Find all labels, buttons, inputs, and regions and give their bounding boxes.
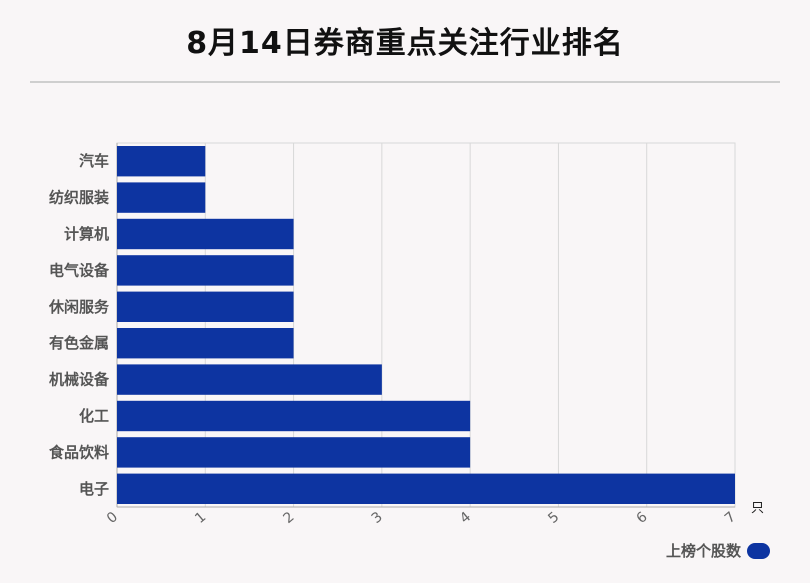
category-label: 纺织服装 xyxy=(49,189,110,207)
x-tick-label: 7 xyxy=(722,509,739,527)
category-label: 食品饮料 xyxy=(49,443,109,461)
legend: 上榜个股数 xyxy=(666,540,770,561)
x-tick-label: 5 xyxy=(545,509,562,527)
bar[interactable] xyxy=(117,146,206,177)
x-tick-label: 1 xyxy=(192,509,209,527)
bar[interactable] xyxy=(117,400,471,432)
category-label: 化工 xyxy=(79,407,109,425)
x-tick-label: 6 xyxy=(634,509,651,527)
bar[interactable] xyxy=(117,364,382,395)
legend-swatch[interactable] xyxy=(747,542,770,559)
bar[interactable] xyxy=(117,255,294,286)
x-unit-label: 只 xyxy=(751,501,764,516)
chart-title: 8月14日券商重点关注行业排名 xyxy=(186,26,624,61)
title-divider xyxy=(30,81,780,83)
category-label: 计算机 xyxy=(64,225,109,243)
category-label: 电子 xyxy=(79,480,109,498)
category-label: 机械设备 xyxy=(49,371,110,389)
x-tick-label: 2 xyxy=(280,509,297,527)
category-label: 休闲服务 xyxy=(48,298,110,316)
x-tick-label: 0 xyxy=(104,509,121,527)
bar[interactable] xyxy=(117,437,471,468)
category-label: 电气设备 xyxy=(49,261,110,279)
bar[interactable] xyxy=(117,218,294,250)
bar[interactable] xyxy=(117,182,206,213)
x-tick-label: 3 xyxy=(369,509,386,527)
category-label: 有色金属 xyxy=(49,334,109,352)
bar[interactable] xyxy=(117,291,294,322)
category-label: 汽车 xyxy=(79,152,109,170)
bar[interactable] xyxy=(117,328,294,359)
legend-label: 上榜个股数 xyxy=(665,542,741,560)
bar[interactable] xyxy=(117,473,735,504)
x-tick-label: 4 xyxy=(457,509,474,527)
